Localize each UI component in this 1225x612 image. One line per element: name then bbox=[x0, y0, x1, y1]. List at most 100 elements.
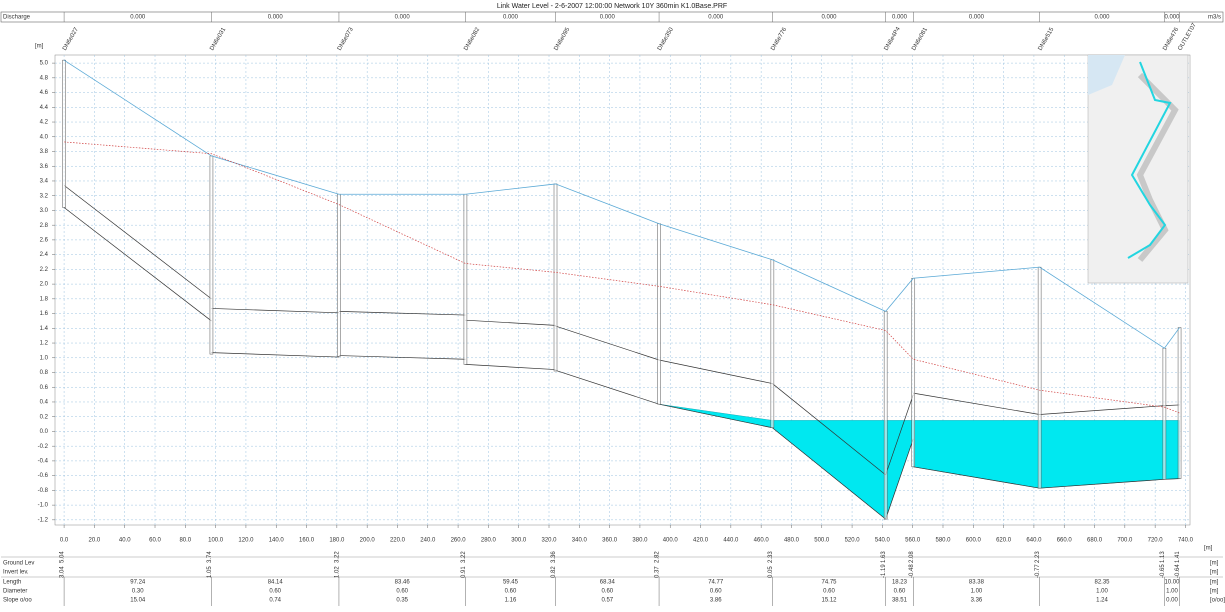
x-tick-label: 660.0 bbox=[1057, 538, 1073, 544]
x-tick-label: 320.0 bbox=[541, 538, 557, 544]
row-unit: [m] bbox=[1210, 561, 1219, 567]
ground-level: 1.41 bbox=[1175, 551, 1181, 563]
y-tick-label: 0.4 bbox=[40, 400, 49, 406]
x-tick-label: 260.0 bbox=[451, 538, 467, 544]
water-fill bbox=[1040, 420, 1165, 488]
discharge-value: 0.000 bbox=[708, 15, 724, 21]
x-tick-label: 20.0 bbox=[89, 538, 101, 544]
x-tick-label: 620.0 bbox=[996, 538, 1012, 544]
length-value: 74.75 bbox=[821, 580, 837, 586]
chart-title: Link Water Level - 2-6-2007 12:00:00 Net… bbox=[497, 3, 727, 10]
y-tick-label: 4.6 bbox=[40, 90, 49, 96]
x-tick-label: 500.0 bbox=[814, 538, 830, 544]
manhole bbox=[912, 278, 915, 467]
invert-level: -0.48 bbox=[909, 564, 915, 578]
ground-level: 3.74 bbox=[207, 551, 213, 563]
x-tick-label: 700.0 bbox=[1117, 538, 1133, 544]
x-tick-label: 120.0 bbox=[238, 538, 254, 544]
y-tick-label: 1.0 bbox=[40, 355, 49, 361]
x-tick-label: 300.0 bbox=[511, 538, 527, 544]
y-tick-label: 4.2 bbox=[40, 120, 49, 126]
row-label: Invert lev. bbox=[3, 570, 29, 576]
y-axis-label: [m] bbox=[35, 44, 44, 50]
x-tick-label: 0.0 bbox=[60, 538, 69, 544]
slope-value: 3.36 bbox=[971, 598, 983, 604]
ground-level: 2.82 bbox=[655, 551, 661, 563]
ground-level: 2.33 bbox=[768, 551, 774, 563]
x-tick-label: 680.0 bbox=[1087, 538, 1103, 544]
length-value: 10.00 bbox=[1164, 580, 1180, 586]
invert-level: 0.91 bbox=[461, 566, 467, 578]
ground-level: 3.36 bbox=[551, 551, 557, 563]
x-tick-label: 440.0 bbox=[723, 538, 739, 544]
manhole bbox=[884, 311, 887, 519]
y-tick-label: 0.2 bbox=[40, 414, 49, 420]
manhole bbox=[1178, 328, 1181, 479]
row-unit: [m] bbox=[1210, 580, 1219, 586]
manhole bbox=[63, 60, 66, 207]
y-tick-label: -0.6 bbox=[38, 473, 49, 479]
manhole bbox=[771, 260, 774, 428]
x-tick-label: 600.0 bbox=[966, 538, 982, 544]
y-tick-label: 3.6 bbox=[40, 164, 49, 170]
diameter-value: 1.00 bbox=[971, 589, 983, 595]
x-tick-label: 280.0 bbox=[481, 538, 497, 544]
length-value: 59.45 bbox=[503, 580, 519, 586]
diameter-value: 0.60 bbox=[601, 589, 613, 595]
x-tick-label: 80.0 bbox=[179, 538, 191, 544]
slope-value: 0.57 bbox=[601, 598, 613, 604]
length-value: 18.23 bbox=[892, 580, 908, 586]
y-tick-label: 1.8 bbox=[40, 296, 49, 302]
length-value: 97.24 bbox=[130, 580, 146, 586]
manhole bbox=[554, 184, 557, 371]
y-tick-label: 3.8 bbox=[40, 149, 49, 155]
y-tick-label: -1.0 bbox=[38, 503, 49, 509]
discharge-value: 0.000 bbox=[892, 15, 908, 21]
discharge-unit: m3/s bbox=[1208, 15, 1221, 21]
discharge-value: 0.000 bbox=[503, 15, 519, 21]
x-tick-label: 340.0 bbox=[572, 538, 588, 544]
slope-value: 38.51 bbox=[892, 598, 908, 604]
slope-value: 0.00 bbox=[1166, 598, 1178, 604]
slope-value: 3.86 bbox=[710, 598, 722, 604]
invert-level: 0.37 bbox=[655, 566, 661, 578]
y-tick-label: -0.2 bbox=[38, 444, 49, 450]
discharge-label: Discharge bbox=[3, 15, 31, 21]
row-label: Diameter bbox=[3, 589, 27, 595]
y-tick-label: 1.2 bbox=[40, 341, 49, 347]
y-tick-label: -0.4 bbox=[38, 458, 49, 464]
discharge-value: 0.000 bbox=[1164, 15, 1180, 21]
diameter-value: 1.00 bbox=[1096, 589, 1108, 595]
slope-value: 0.35 bbox=[396, 598, 408, 604]
manhole bbox=[337, 194, 340, 356]
x-tick-label: 180.0 bbox=[329, 538, 345, 544]
discharge-value: 0.000 bbox=[969, 15, 985, 21]
x-tick-label: 60.0 bbox=[149, 538, 161, 544]
y-tick-label: 4.8 bbox=[40, 75, 49, 81]
y-tick-label: 1.4 bbox=[40, 326, 49, 332]
slope-value: 0.74 bbox=[269, 598, 281, 604]
manhole bbox=[1038, 267, 1041, 488]
y-tick-label: 4.4 bbox=[40, 105, 49, 111]
x-tick-label: 480.0 bbox=[784, 538, 800, 544]
x-tick-label: 140.0 bbox=[269, 538, 285, 544]
row-label: Ground Lev bbox=[3, 561, 34, 567]
y-tick-label: 3.2 bbox=[40, 193, 49, 199]
x-tick-label: 40.0 bbox=[119, 538, 131, 544]
invert-level: -0.64 bbox=[1175, 564, 1181, 578]
x-tick-label: 200.0 bbox=[360, 538, 376, 544]
row-unit: [o/oo] bbox=[1210, 598, 1225, 604]
ground-level: 3.22 bbox=[461, 551, 467, 563]
x-tick-label: 160.0 bbox=[299, 538, 315, 544]
ground-level: 2.08 bbox=[909, 551, 915, 563]
manhole bbox=[210, 156, 213, 354]
ground-level: 1.13 bbox=[1160, 551, 1166, 563]
length-value: 68.34 bbox=[600, 580, 616, 586]
invert-level: -1.19 bbox=[881, 564, 887, 578]
manhole bbox=[1163, 348, 1166, 479]
x-tick-label: 420.0 bbox=[693, 538, 709, 544]
x-tick-label: 240.0 bbox=[420, 538, 436, 544]
ground-level: 3.22 bbox=[335, 551, 341, 563]
x-tick-label: 100.0 bbox=[208, 538, 224, 544]
y-tick-label: 1.6 bbox=[40, 311, 49, 317]
